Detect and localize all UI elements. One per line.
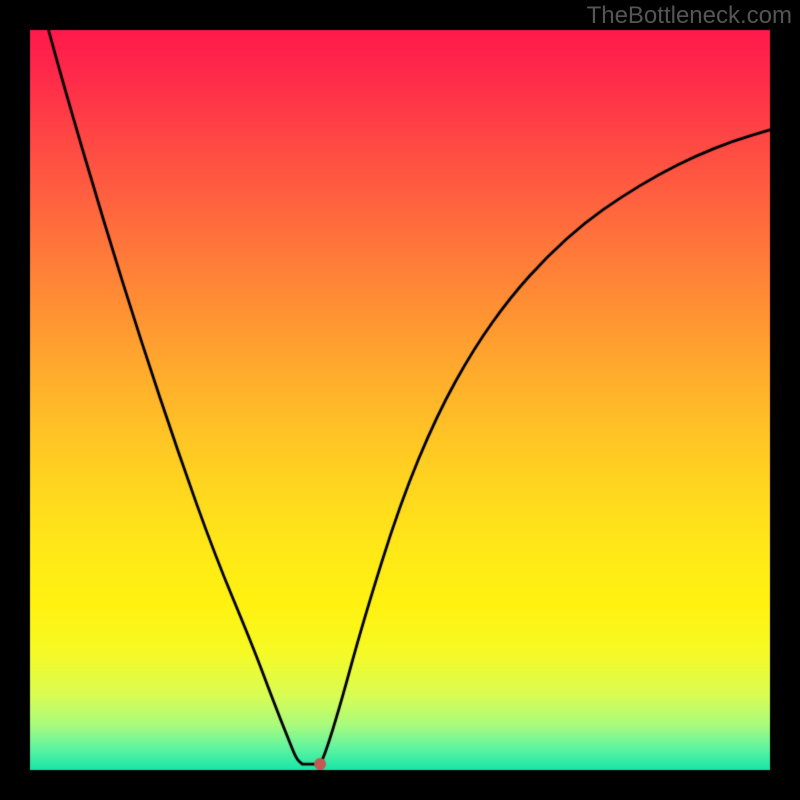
chart-container: TheBottleneck.com [0, 0, 800, 800]
bottleneck-chart-canvas [0, 0, 800, 800]
